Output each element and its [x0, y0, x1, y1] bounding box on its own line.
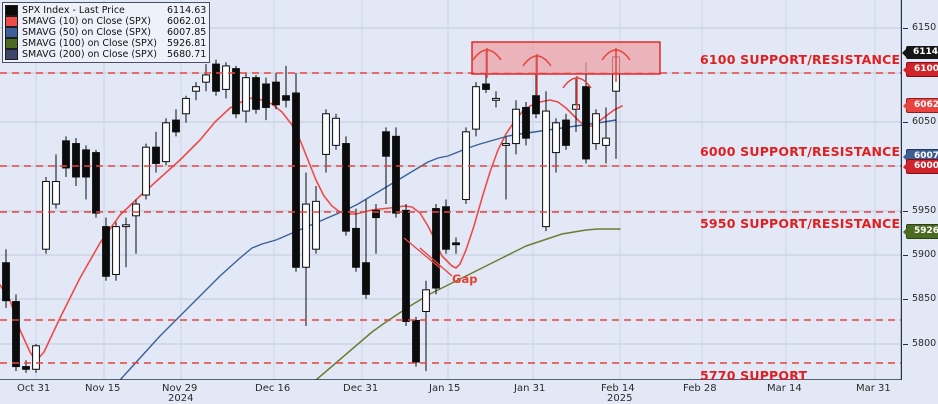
x-axis-tick-label: Nov 29 — [162, 383, 198, 394]
price-tag-sma10[interactable]: 6062.01 — [903, 98, 938, 113]
x-axis-tick-label: Jan 31 — [514, 383, 546, 394]
legend-row[interactable]: SMAVG (10) on Close (SPX) 6062.01 — [5, 16, 206, 27]
legend-series-name: SMAVG (100) on Close (SPX) — [22, 38, 157, 49]
legend-color-swatch — [5, 38, 18, 49]
annotation-a6000: 6000 SUPPORT/RESISTANCE — [700, 144, 901, 159]
x-axis-year-label: 2024 — [168, 393, 194, 404]
legend-row[interactable]: SMAVG (100) on Close (SPX) 5926.81 — [5, 38, 206, 49]
y-axis-tick-mark — [903, 298, 908, 300]
price-tag-r6000[interactable]: 6000.00 — [903, 159, 938, 174]
legend-row[interactable]: SPX Index - Last Price 6114.63 — [5, 5, 206, 16]
price-tag-last[interactable]: 6114.63 — [902, 46, 938, 59]
chart-plot-area[interactable] — [0, 0, 902, 380]
x-axis-tick-label: Jan 15 — [429, 383, 461, 394]
y-axis-tick-mark — [903, 27, 908, 29]
y-axis-tick-mark — [903, 343, 908, 345]
price-tag-r6100[interactable]: 6100.00 — [903, 62, 938, 77]
legend-row[interactable]: SMAVG (200) on Close (SPX) 5680.71 — [5, 49, 206, 60]
legend-row[interactable]: SMAVG (50) on Close (SPX) 6007.85 — [5, 27, 206, 38]
legend-color-swatch — [5, 49, 18, 60]
legend-series-value: 5680.71 — [167, 49, 207, 60]
y-axis-tick-label: 5900 — [912, 249, 937, 260]
x-axis-tick-label: Feb 28 — [683, 383, 717, 394]
x-axis-tick-label: Dec 16 — [255, 383, 291, 394]
x-axis-tick-label: Mar 14 — [767, 383, 802, 394]
x-axis-tick-label: Feb 14 — [601, 383, 635, 394]
legend-series-value: 6114.63 — [167, 5, 207, 16]
y-axis-tick-mark — [903, 121, 908, 123]
annotation-gap: Gap — [452, 272, 478, 286]
y-axis-tick-label: 5850 — [912, 293, 937, 304]
x-axis-tick-label: Mar 31 — [856, 383, 891, 394]
y-axis-tick-label: 6050 — [912, 116, 937, 127]
legend-series-value: 6062.01 — [167, 16, 207, 27]
chart-legend[interactable]: SPX Index - Last Price 6114.63 SMAVG (10) … — [2, 2, 211, 63]
legend-series-name: SMAVG (10) on Close (SPX) — [22, 16, 151, 27]
price-tag-sma100[interactable]: 5926.81 — [903, 224, 938, 239]
y-axis-tick-label: 5800 — [912, 338, 937, 349]
x-axis-tick-label: Oct 31 — [17, 383, 51, 394]
annotation-a5950: 5950 SUPPORT/RESISTANCE — [700, 216, 901, 231]
legend-color-swatch — [5, 5, 18, 16]
y-axis-tick-mark — [903, 210, 908, 212]
y-axis-tick-label: 5950 — [912, 205, 937, 216]
annotation-a5770: 5770 SUPPORT — [700, 368, 808, 383]
x-axis-year-label: 2025 — [607, 393, 633, 404]
legend-series-name: SPX Index - Last Price — [22, 5, 125, 16]
legend-color-swatch — [5, 16, 18, 27]
y-axis-tick-label: 6150 — [912, 22, 937, 33]
x-axis-tick-label: Nov 15 — [85, 383, 121, 394]
legend-color-swatch — [5, 27, 18, 38]
x-axis-tick-label: Dec 31 — [343, 383, 379, 394]
legend-series-name: SMAVG (50) on Close (SPX) — [22, 27, 151, 38]
chart-canvas — [0, 0, 902, 380]
annotation-a6100: 6100 SUPPORT/RESISTANCE — [700, 52, 901, 67]
legend-series-value: 6007.85 — [167, 27, 207, 38]
y-axis-tick-mark — [903, 254, 908, 256]
legend-series-name: SMAVG (200) on Close (SPX) — [22, 49, 157, 60]
legend-series-value: 5926.81 — [167, 38, 207, 49]
